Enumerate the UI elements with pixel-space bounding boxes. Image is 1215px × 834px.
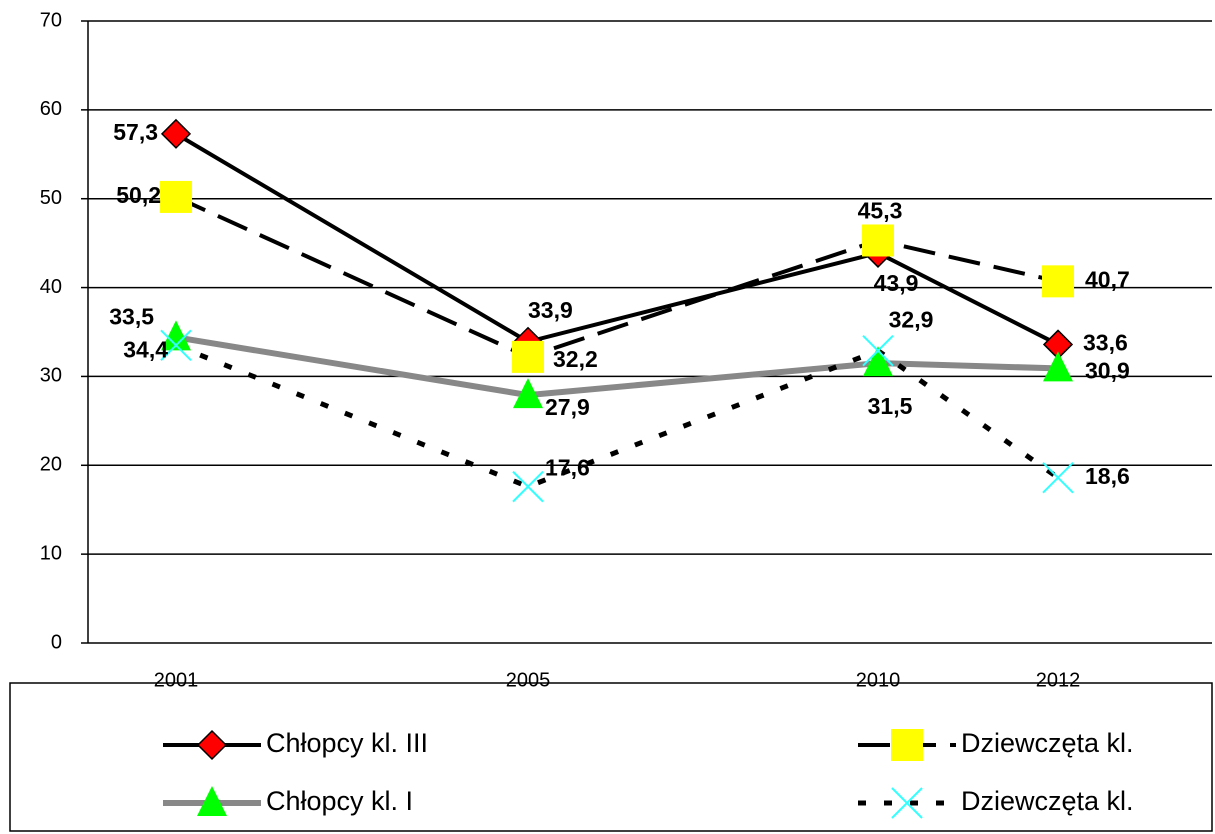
legend-box (9, 682, 1213, 832)
marker (197, 786, 227, 816)
data-label: 32,9 (889, 307, 934, 333)
data-label: 40,7 (1085, 266, 1130, 292)
marker (1042, 265, 1074, 298)
series-line (175, 343, 1060, 490)
data-label: 50,2 (116, 182, 161, 208)
legend-label: Dziewczęta kl. (961, 786, 1134, 816)
marker (160, 180, 192, 213)
y-tick-label: 0 (51, 631, 62, 653)
data-label: 27,9 (545, 394, 590, 420)
data-label: 33,9 (528, 297, 573, 323)
series-line (175, 195, 1059, 360)
legend-item: Chłopcy kl. III (163, 728, 428, 761)
data-label: 34,4 (123, 336, 168, 362)
y-tick-label: 30 (40, 365, 62, 387)
legend-item: Dziewczęta kl. (858, 728, 1134, 761)
marker (1043, 351, 1073, 382)
marker (161, 320, 191, 351)
data-label: 31,5 (868, 393, 913, 419)
data-label: 30,9 (1085, 358, 1130, 384)
marker (891, 787, 923, 819)
y-tick-label: 40 (40, 276, 62, 298)
marker (862, 334, 894, 367)
marker (196, 729, 228, 761)
x-tick-label: 2012 (1036, 669, 1081, 691)
y-tick-label: 50 (40, 187, 62, 209)
marker (512, 340, 544, 373)
marker (513, 378, 543, 409)
marker (862, 224, 894, 257)
data-label: 45,3 (858, 198, 903, 224)
data-label: 33,5 (109, 303, 154, 329)
legend-label: Chłopcy kl. III (266, 728, 428, 758)
marker (1042, 462, 1074, 494)
legend-item: Dziewczęta kl. (858, 786, 1134, 819)
marker (891, 729, 923, 761)
marker (863, 346, 893, 377)
data-label: 57,3 (113, 119, 158, 145)
data-label: 33,6 (1083, 330, 1128, 356)
legend-label: Chłopcy kl. I (266, 786, 413, 816)
y-tick-label: 60 (40, 98, 62, 120)
legend-label: Dziewczęta kl. (961, 728, 1134, 758)
legend-item: Chłopcy kl. I (163, 786, 413, 816)
data-label: 32,2 (553, 346, 598, 372)
x-tick-label: 2010 (856, 669, 901, 691)
marker (512, 470, 544, 503)
x-tick-label: 2001 (154, 669, 199, 691)
data-label: 18,6 (1085, 463, 1130, 489)
y-tick-label: 10 (40, 542, 62, 564)
x-tick-label: 2005 (506, 669, 551, 691)
data-label: 43,9 (874, 270, 919, 296)
marker (160, 118, 192, 149)
y-tick-label: 70 (40, 9, 62, 31)
series-line (175, 334, 1059, 399)
data-label: 17,6 (545, 455, 590, 481)
marker (160, 329, 192, 362)
y-tick-label: 20 (40, 454, 62, 476)
